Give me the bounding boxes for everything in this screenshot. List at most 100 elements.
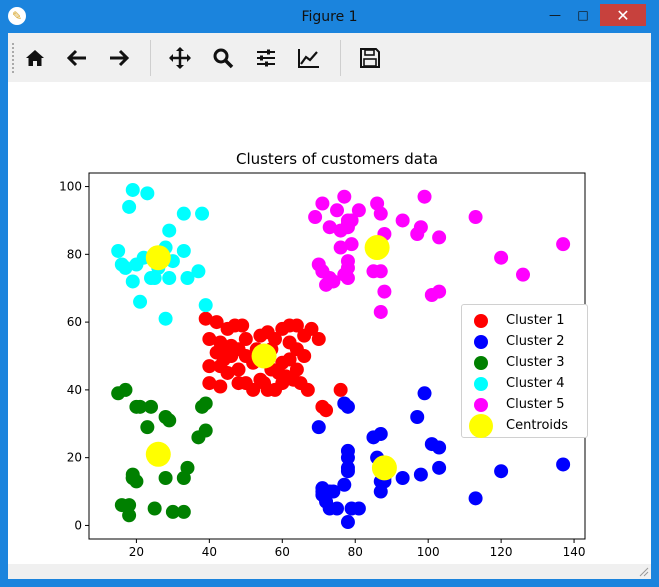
cluster-point	[468, 210, 483, 225]
cluster-point	[198, 423, 213, 438]
cluster-point	[297, 349, 312, 363]
cluster-point	[198, 311, 213, 326]
legend-marker	[474, 356, 488, 370]
legend-item: Cluster 2	[462, 332, 587, 352]
home-button[interactable]	[18, 41, 52, 75]
cluster-point	[516, 267, 530, 282]
cluster-point	[147, 501, 162, 516]
resize-grip-icon[interactable]	[639, 567, 649, 577]
legend-marker	[474, 335, 488, 349]
cluster-point	[213, 379, 228, 394]
cluster-point	[158, 311, 173, 326]
toolbar-grip[interactable]	[12, 43, 18, 73]
cluster-point	[315, 196, 330, 211]
pan-button[interactable]	[163, 41, 197, 75]
cluster-point	[337, 189, 352, 204]
cluster-point	[417, 189, 432, 204]
scatter-plot: Clusters of customers data 20 40 60 80 100 120…	[59, 150, 586, 559]
y-tick-label: 80	[67, 247, 82, 261]
subplots-icon	[257, 49, 275, 67]
legend-marker	[469, 414, 493, 438]
legend-item: Cluster 4	[462, 374, 587, 394]
legend-label: Cluster 2	[506, 334, 565, 349]
cluster-point	[180, 460, 195, 475]
feather-icon: ✎	[8, 7, 26, 25]
cluster-point	[410, 410, 425, 424]
cluster-point	[253, 372, 268, 387]
save-icon	[360, 48, 380, 68]
x-tick-label: 120	[490, 545, 513, 559]
cluster-point	[209, 345, 224, 360]
legend-item: Cluster 5	[462, 395, 587, 415]
legend-item: Cluster 3	[462, 353, 587, 373]
cluster-point	[330, 501, 344, 516]
cluster-point	[432, 230, 447, 245]
cluster-point	[118, 260, 133, 275]
x-tick-label: 140	[563, 545, 586, 559]
cluster-point	[282, 352, 297, 367]
centroid-point	[145, 441, 171, 467]
cluster-point	[417, 386, 432, 401]
centroid-point	[371, 455, 397, 481]
cluster-point	[180, 271, 195, 286]
cluster-point	[133, 294, 148, 309]
status-bar	[8, 564, 651, 579]
cluster-point	[122, 508, 137, 523]
x-tick-label: 100	[417, 545, 440, 559]
cluster-point	[111, 243, 126, 258]
title-bar[interactable]: ✎ Figure 1 — □ ✕	[0, 0, 659, 33]
cluster-point	[494, 464, 509, 479]
zoom-icon	[213, 48, 234, 69]
cluster-point	[220, 365, 235, 380]
y-tick-label: 100	[59, 180, 82, 194]
cluster-point	[238, 332, 253, 347]
x-tick-label: 40	[202, 545, 217, 559]
cluster-point	[373, 426, 388, 441]
cluster-point	[202, 359, 217, 374]
window-title: Figure 1	[301, 9, 358, 25]
x-tick-label: 20	[129, 545, 144, 559]
cluster-point	[326, 274, 341, 289]
save-button[interactable]	[353, 41, 387, 75]
cluster-point	[333, 382, 348, 397]
cluster-point	[176, 243, 191, 258]
cluster-point	[395, 471, 410, 485]
cluster-point	[176, 504, 191, 519]
legend-item: Cluster 1	[462, 311, 587, 331]
cluster-point	[231, 376, 246, 391]
close-button[interactable]: ✕	[600, 4, 646, 26]
y-tick-label: 40	[67, 383, 82, 397]
cluster-point	[300, 382, 315, 397]
customize-button[interactable]	[292, 41, 326, 75]
navigation-toolbar	[8, 33, 651, 82]
minimize-button[interactable]: —	[549, 8, 561, 22]
subplots-button[interactable]	[249, 41, 283, 75]
cluster-point	[340, 399, 355, 414]
cluster-point	[260, 382, 275, 397]
cluster-point	[282, 335, 297, 350]
edit-curve-icon	[298, 49, 319, 68]
legend-marker	[474, 377, 488, 391]
cluster-point	[195, 206, 210, 221]
pan-icon	[169, 47, 191, 69]
zoom-button[interactable]	[206, 41, 240, 75]
cluster-point	[556, 237, 571, 252]
cluster-point	[162, 413, 177, 428]
chart-legend: Cluster 1 Cluster 2 Cluster 3 Cluster 4 Clus…	[461, 304, 588, 438]
cluster-point	[373, 304, 388, 319]
cluster-point	[322, 220, 337, 235]
cluster-point	[413, 467, 428, 482]
chart-title: Clusters of customers data	[236, 150, 438, 168]
cluster-point	[125, 274, 140, 289]
cluster-point	[224, 338, 239, 353]
forward-button[interactable]	[102, 41, 136, 75]
maximize-button[interactable]: □	[577, 8, 589, 22]
cluster-point	[377, 284, 392, 299]
back-button[interactable]	[60, 41, 94, 75]
forward-arrow-icon	[110, 49, 130, 67]
cluster-point	[340, 271, 355, 286]
cluster-point	[246, 382, 261, 397]
cluster-point	[351, 203, 366, 218]
figure-canvas[interactable]: Clusters of customers data 20 40 60 80 100 120…	[8, 82, 651, 564]
